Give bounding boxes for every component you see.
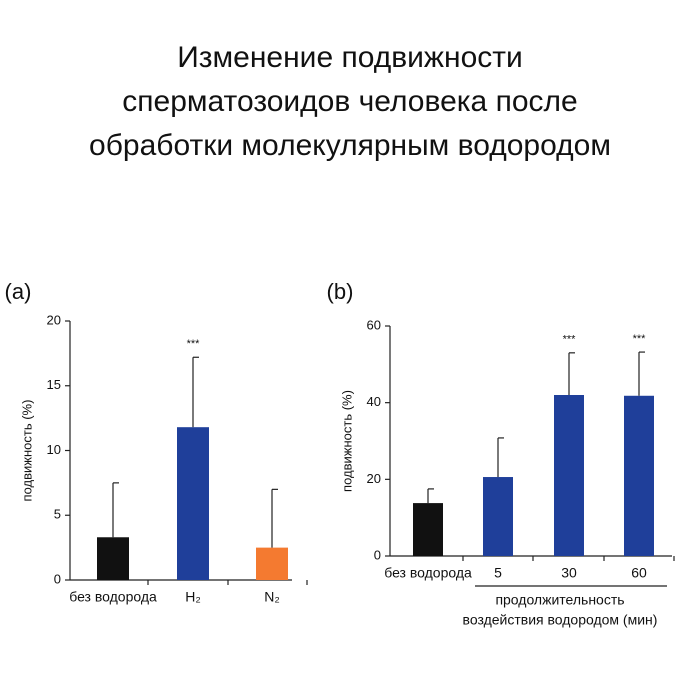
panel-label: (a): [5, 279, 32, 304]
y-tick-label: 0: [374, 547, 381, 562]
bar: [483, 477, 513, 556]
y-axis-label: подвижность (%): [339, 390, 354, 492]
x-tick-label: N₂: [264, 589, 280, 605]
x-axis-label: продолжительность: [495, 592, 624, 608]
x-tick-label: без водорода: [69, 589, 157, 605]
x-tick-label: 30: [561, 565, 577, 581]
x-tick-label: 60: [631, 565, 647, 581]
bar: [256, 547, 288, 580]
bar: [97, 537, 129, 580]
y-tick-label: 20: [367, 471, 381, 486]
y-axis-label: подвижность (%): [19, 400, 34, 502]
x-tick-label: без водорода: [384, 565, 472, 581]
y-tick-label: 20: [47, 312, 61, 327]
bar: [413, 503, 443, 556]
panel-label: (b): [327, 279, 354, 304]
y-tick-label: 5: [54, 507, 61, 522]
x-axis-label: воздействия водородом (мин): [463, 612, 658, 628]
page-title: Изменение подвижности сперматозоидов чел…: [89, 41, 611, 162]
bar: [177, 427, 209, 580]
x-tick-label: H₂: [185, 589, 201, 605]
bar: [624, 395, 654, 556]
y-tick-label: 40: [367, 394, 381, 409]
significance: ***: [633, 333, 647, 345]
y-tick-label: 60: [367, 317, 381, 332]
x-tick-label: 5: [494, 565, 502, 581]
y-tick-label: 10: [47, 442, 61, 457]
significance: ***: [187, 338, 201, 350]
y-tick-label: 15: [47, 377, 61, 392]
bar: [554, 395, 584, 556]
y-tick-label: 0: [54, 571, 61, 586]
significance: ***: [563, 334, 577, 346]
